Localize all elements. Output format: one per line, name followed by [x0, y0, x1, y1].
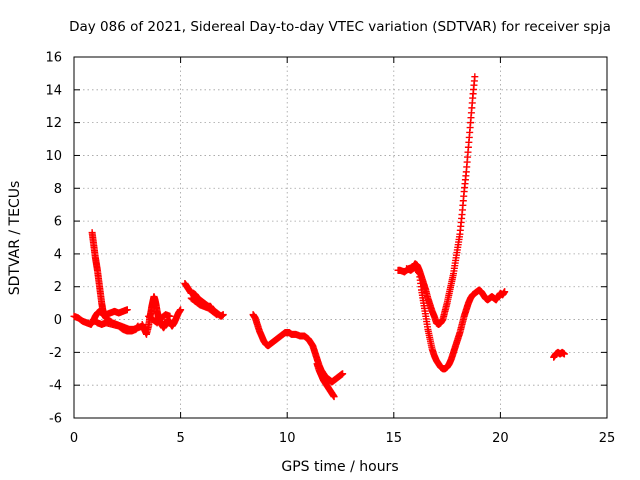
- data-point: [471, 73, 479, 81]
- data-point: [560, 350, 568, 358]
- x-tick-label: 25: [599, 431, 616, 446]
- y-tick-label: 14: [45, 83, 62, 98]
- y-axis-label: SDTVAR / TECUs: [7, 181, 23, 296]
- x-tick-label: 15: [386, 431, 403, 446]
- y-tick-label: -6: [49, 412, 62, 427]
- data-point: [415, 268, 423, 276]
- data-point: [501, 288, 509, 296]
- data-point: [219, 311, 227, 319]
- data-point: [330, 393, 338, 401]
- y-tick-labels: -6 -4 -2 0 2 4 6 8 10 12 14 16: [45, 51, 62, 427]
- grid-lines: [74, 57, 607, 418]
- data-point: [177, 306, 185, 314]
- x-tick-label: 10: [279, 431, 296, 446]
- data-point: [339, 370, 347, 378]
- x-tick-labels: 0 5 10 15 20 25: [70, 431, 615, 446]
- x-axis-label: GPS time / hours: [281, 459, 398, 475]
- y-tick-label: 2: [54, 280, 62, 295]
- plot-frame: [73, 56, 608, 419]
- data-points: [70, 73, 568, 401]
- y-tick-label: 10: [45, 149, 62, 164]
- y-tick-label: 8: [54, 182, 62, 197]
- axis-ticks: [73, 56, 608, 419]
- y-tick-label: 0: [54, 313, 62, 328]
- y-tick-label: 16: [45, 51, 62, 66]
- y-tick-label: -4: [49, 379, 62, 394]
- x-tick-label: 5: [176, 431, 184, 446]
- chart-title: Day 086 of 2021, Sidereal Day-to-day VTE…: [69, 19, 611, 35]
- y-tick-label: -2: [49, 346, 62, 361]
- y-tick-label: 4: [54, 247, 62, 262]
- y-tick-label: 12: [45, 116, 62, 131]
- x-tick-label: 0: [70, 431, 78, 446]
- y-tick-label: 6: [54, 215, 62, 230]
- data-point: [213, 311, 221, 319]
- data-point: [166, 312, 174, 320]
- x-tick-label: 20: [492, 431, 509, 446]
- data-point: [123, 306, 131, 314]
